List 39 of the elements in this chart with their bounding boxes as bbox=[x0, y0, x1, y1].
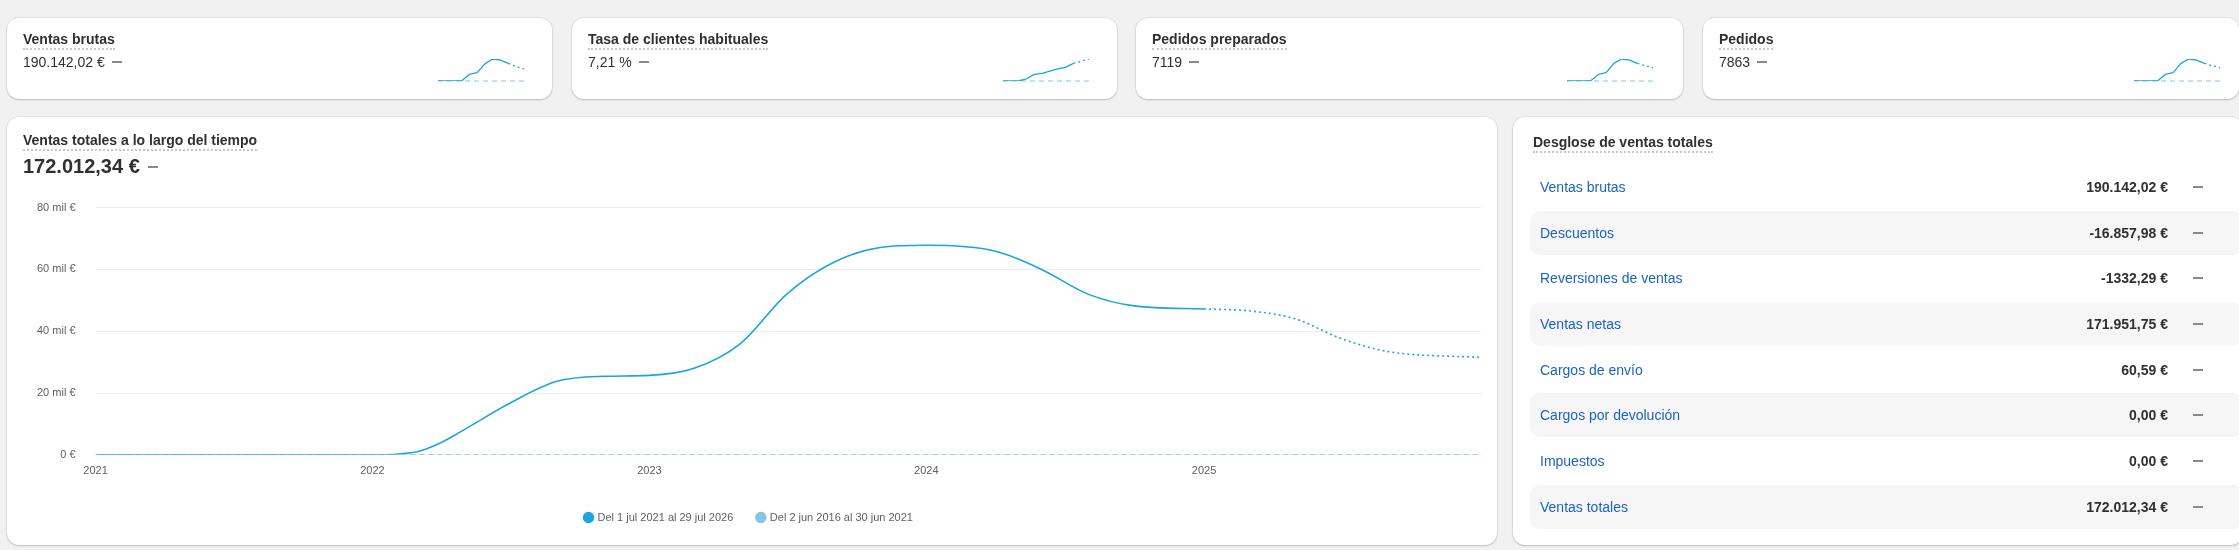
x-tick-label: 2025 bbox=[1191, 464, 1217, 477]
y-tick-label: 40 mil € bbox=[36, 324, 76, 337]
text: 7863 bbox=[1719, 54, 1751, 70]
text: 0,00 € bbox=[2129, 453, 2168, 470]
text: 172.012,34 € bbox=[2086, 498, 2168, 515]
text: Ventas brutas bbox=[23, 31, 115, 50]
x-tick-label: 2021 bbox=[83, 464, 108, 477]
category-label: Descuentos bbox=[1540, 224, 1614, 241]
text: -16.857,98 € bbox=[2089, 224, 2168, 241]
text: Pedidos bbox=[1719, 31, 1774, 50]
text: 60,59 € bbox=[2121, 361, 2168, 378]
x-tick-label: 2024 bbox=[914, 464, 939, 477]
y-tick-label: 0 € bbox=[60, 447, 76, 460]
text: 190.142,02 € bbox=[23, 54, 105, 70]
text: -1332,29 € bbox=[2101, 270, 2168, 287]
y-tick-label: 60 mil € bbox=[36, 262, 76, 275]
chart-title: Ventas totales a lo largo del tiempo bbox=[23, 132, 258, 151]
text: Pedidos preparados bbox=[1152, 31, 1287, 50]
category-label: Cargos por devolución bbox=[1540, 407, 1681, 424]
y-tick-label: 80 mil € bbox=[36, 200, 76, 213]
legend-label: Del 2 jun 2016 al 30 jun 2021 bbox=[769, 510, 913, 523]
x-tick-label: 2023 bbox=[637, 464, 662, 477]
legend-label: Del 1 jul 2021 al 29 jul 2026 bbox=[597, 510, 734, 523]
chart-subtitle: 172.012,34 € bbox=[23, 155, 140, 178]
category-label: Ventas totales bbox=[1540, 498, 1628, 515]
text: 7,21 % bbox=[588, 54, 632, 70]
text: Tasa de clientes habituales bbox=[588, 31, 769, 50]
category-label: Cargos de envío bbox=[1540, 361, 1643, 378]
x-tick-label: 2022 bbox=[360, 464, 385, 477]
category-label: Ventas netas bbox=[1540, 316, 1621, 333]
category-label: Impuestos bbox=[1540, 453, 1605, 470]
text: 0,00 € bbox=[2129, 407, 2168, 424]
text: 7119 bbox=[1152, 54, 1183, 70]
text: 171.951,75 € bbox=[2086, 316, 2168, 333]
category-label: Ventas brutas bbox=[1540, 179, 1626, 195]
category-label: Reversiones de ventas bbox=[1540, 270, 1683, 287]
text: 190.142,02 € bbox=[2086, 179, 2168, 195]
y-tick-label: 20 mil € bbox=[36, 386, 76, 399]
text: Desglose de ventas totales bbox=[1533, 134, 1713, 153]
